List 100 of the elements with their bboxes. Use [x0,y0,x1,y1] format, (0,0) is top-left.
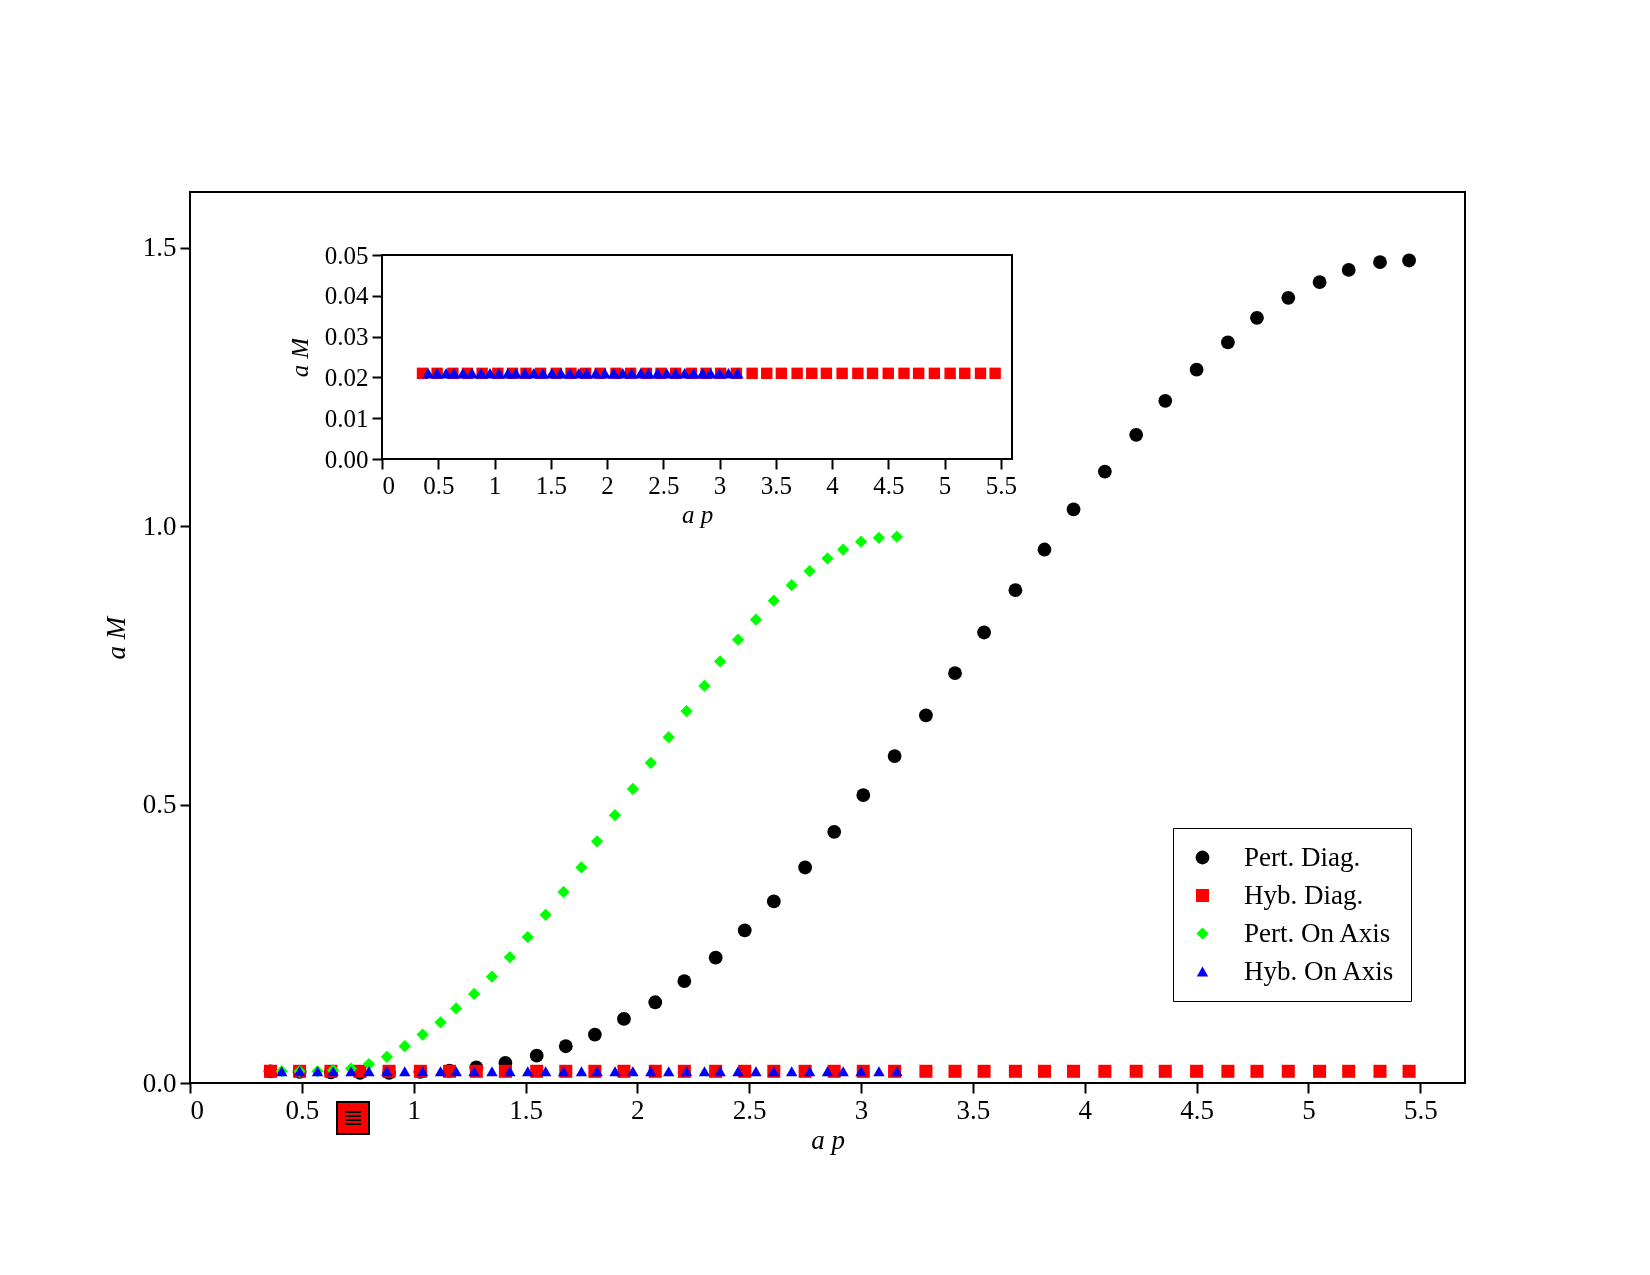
point [539,1066,552,1077]
point [872,531,886,544]
x-tick-label: 4.5 [873,471,905,499]
point [1067,1064,1081,1078]
point [803,1066,816,1077]
point [648,995,663,1010]
x-tick-label: 0 [382,471,395,499]
point [1158,1064,1172,1078]
point [1066,502,1081,517]
point [731,633,745,646]
point [1250,1064,1264,1078]
point [609,1066,621,1077]
point [1373,1064,1387,1078]
x-tick-label: 3 [713,471,727,499]
x-axis-title: a p [811,1124,845,1155]
x-tick-label: 0 [190,1094,204,1125]
x-tick-label: 3 [854,1094,869,1125]
x-tick-label: 1.5 [535,471,567,499]
point [662,731,675,744]
point [503,951,516,964]
point [467,987,481,1001]
point [645,1066,657,1077]
point [1098,1064,1112,1078]
point [1097,464,1112,479]
x-tick-label: 2.5 [732,1094,767,1125]
point [714,655,727,668]
point [1281,290,1296,305]
point [1037,1064,1051,1078]
point [1008,583,1023,598]
point [1313,1064,1327,1078]
point [558,1039,573,1054]
point [919,708,933,723]
point [617,1012,631,1026]
point [486,1066,498,1077]
point [399,1066,411,1077]
point [380,1050,393,1063]
point [766,894,781,909]
x-tick-label: 5 [1302,1094,1316,1125]
point [363,1066,375,1077]
x-tick-label: 3.5 [760,471,792,499]
x-tick-label: 5.5 [1403,1094,1438,1125]
point [539,908,552,921]
point [873,1066,885,1077]
point [750,1066,762,1077]
y-axis-title: a M [285,336,313,378]
point [345,1066,357,1077]
y-tick-label: 0.02 [324,363,369,391]
legend-label: Hyb. Diag. [1244,879,1364,910]
x-tick-label: 5 [938,471,952,499]
point [1129,427,1144,442]
point [1158,393,1173,408]
point [1341,263,1356,277]
point [821,552,834,565]
point [608,809,622,822]
point [434,1016,447,1029]
x-tick-label: 2 [601,471,614,499]
point [434,1066,447,1077]
point [698,679,711,693]
point [837,1066,849,1077]
point [557,885,570,899]
point [1312,275,1327,290]
point [1281,1064,1295,1078]
point [1402,1064,1416,1078]
point [890,530,903,543]
point [485,970,499,983]
point [948,1064,962,1078]
point [749,613,763,626]
x-tick-label: 1 [407,1094,421,1125]
point [1402,253,1416,268]
x-tick-label: 2 [631,1094,645,1125]
point [827,824,842,839]
point [575,1066,588,1077]
point [1189,362,1204,377]
point [529,1048,544,1063]
point [785,579,798,592]
x-tick-label: 3.5 [956,1094,991,1125]
y-tick-label: 0.01 [324,404,369,432]
x-tick-label: 0.5 [423,471,455,499]
legend-label: Pert. On Axis [1244,917,1391,948]
point [837,543,850,556]
x-tick-label: 5.5 [985,471,1017,499]
x-tick-label: 2.5 [648,471,680,499]
x-tick-label: 4.5 [1180,1094,1214,1125]
point [786,1066,798,1077]
y-tick-label: 0.05 [324,241,369,269]
point [803,565,816,578]
y-tick-label: 0.04 [324,282,369,310]
y-tick-label: 0.0 [142,1067,177,1098]
point [698,1066,711,1077]
point [677,974,692,988]
legend-label: Hyb. On Axis [1244,955,1394,986]
y-axis-title: a M [100,615,131,660]
point [821,1066,834,1077]
point [977,1064,991,1078]
y-tick-label: 0.03 [324,323,369,351]
point [575,861,588,874]
point [450,1066,462,1077]
point [1250,310,1264,325]
point [856,788,871,802]
point [1221,335,1235,350]
